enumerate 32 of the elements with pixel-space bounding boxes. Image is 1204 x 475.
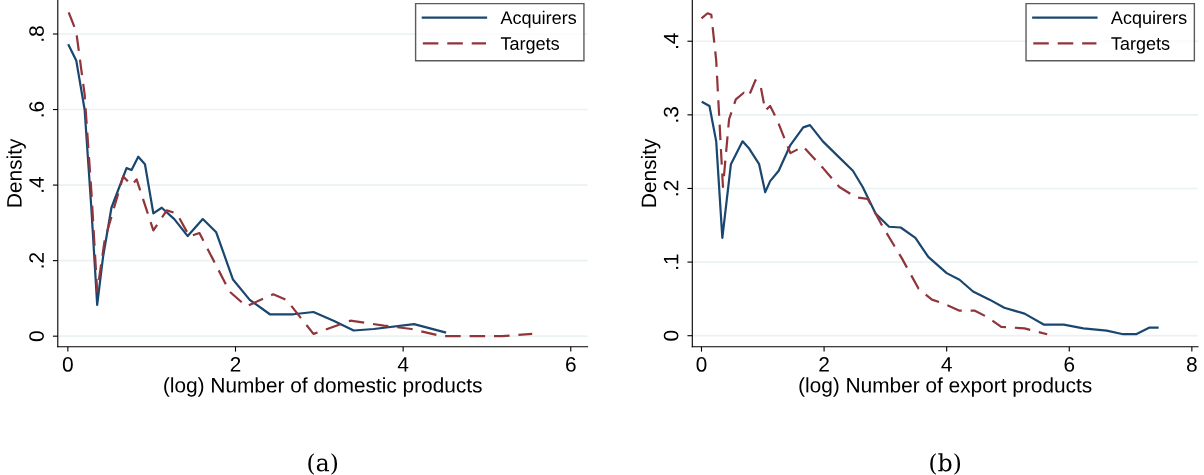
x-tick-label: 4 [941, 357, 952, 372]
y-tick-label: .3 [663, 107, 679, 122]
text: (b) [930, 453, 961, 475]
x-tick-label: 6 [1064, 357, 1075, 372]
legend-label: Acquirers [1110, 10, 1187, 28]
legend-label: Targets [500, 37, 560, 54]
y-tick-label: .4 [663, 33, 679, 49]
x-tick-label: 2 [819, 357, 829, 372]
y-tick-label: .1 [663, 254, 679, 269]
x-tick-label: 8 [1186, 357, 1197, 372]
x-axis-title: (log) Number of export products [799, 377, 1092, 397]
text: (a) [308, 453, 338, 475]
y-tick-label: .4 [29, 177, 44, 192]
y-tick-label: .6 [29, 101, 44, 117]
x-tick-label: 6 [566, 357, 576, 372]
y-tick-label: .2 [29, 252, 44, 268]
y-axis-title: Density [640, 138, 661, 207]
y-tick-label: .2 [663, 180, 679, 196]
y-tick-label: 0 [663, 330, 679, 341]
y-axis-title: Density [6, 138, 26, 207]
line-series [700, 12, 1049, 336]
line-series [701, 101, 1159, 336]
legend-label: Targets [1111, 37, 1170, 54]
x-tick-label: 4 [397, 357, 409, 372]
y-tick-label: 0 [29, 331, 44, 342]
x-tick-label: 0 [62, 357, 73, 372]
x-tick-label: 0 [696, 357, 707, 372]
y-tick-label: .8 [29, 26, 44, 41]
legend-label: Acquirers [500, 10, 577, 28]
x-tick-label: 2 [230, 357, 241, 372]
line-series [67, 44, 447, 334]
x-axis-title: (log) Number of domestic products [164, 377, 482, 397]
